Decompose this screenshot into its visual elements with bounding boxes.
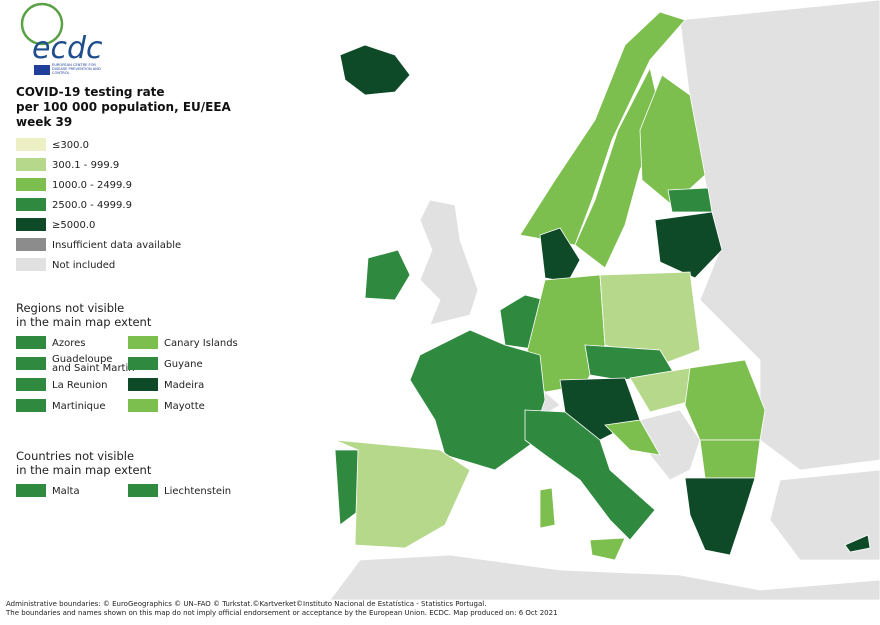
eu-flag bbox=[34, 65, 50, 75]
italy bbox=[524, 409, 656, 541]
land-grey bbox=[769, 469, 880, 561]
greece bbox=[684, 477, 756, 556]
section-title: Regions not visible bbox=[16, 301, 124, 315]
region-label: Madeira bbox=[164, 380, 204, 391]
legend-label: 2500.0 - 4999.9 bbox=[52, 200, 132, 211]
land-grey bbox=[329, 554, 880, 601]
title: COVID-19 testing rate bbox=[16, 85, 165, 99]
region-swatch bbox=[128, 336, 158, 349]
region-label: Mayotte bbox=[164, 401, 205, 412]
france bbox=[409, 329, 546, 471]
region-swatch bbox=[128, 378, 158, 391]
legend-label: ≤300.0 bbox=[52, 140, 89, 151]
region-label: Guyane bbox=[164, 359, 203, 370]
logo-globe bbox=[20, 2, 64, 46]
section-title: in the main map extent bbox=[16, 463, 152, 477]
region-swatch bbox=[128, 399, 158, 412]
region-label: Canary Islands bbox=[164, 338, 238, 349]
logo-subtitle: EUROPEAN CENTRE FOR DISEASE PREVENTION A… bbox=[52, 63, 101, 75]
legend-swatch bbox=[16, 198, 46, 211]
sardinia-sicily bbox=[539, 487, 626, 561]
region-label: Liechtenstein bbox=[164, 486, 231, 497]
region-swatch bbox=[16, 484, 46, 497]
spain bbox=[334, 439, 471, 549]
region-label: Martinique bbox=[52, 401, 106, 412]
finland bbox=[639, 74, 706, 206]
region-swatch bbox=[16, 336, 46, 349]
denmark bbox=[539, 227, 581, 283]
balkans bbox=[639, 409, 701, 481]
section-title: Countries not visible bbox=[16, 449, 134, 463]
region-label: La Reunion bbox=[52, 380, 107, 391]
legend-label: ≥5000.0 bbox=[52, 220, 95, 231]
latvia-lithuania bbox=[654, 211, 723, 279]
cyprus bbox=[844, 534, 871, 553]
logo: ecdc EUROPEAN CENTRE FOR DISEASE PREVENT… bbox=[20, 2, 103, 75]
legend-label: Insufficient data available bbox=[52, 240, 181, 251]
legend-swatch bbox=[16, 178, 46, 191]
legend-swatch bbox=[16, 258, 46, 271]
region-swatch bbox=[16, 399, 46, 412]
uk bbox=[419, 199, 479, 326]
legend-swatch bbox=[16, 138, 46, 151]
region-swatch bbox=[128, 484, 158, 497]
legend-swatch bbox=[16, 238, 46, 251]
legend-swatch bbox=[16, 218, 46, 231]
iceland bbox=[339, 44, 411, 96]
region-swatch bbox=[16, 378, 46, 391]
bulgaria bbox=[699, 439, 761, 479]
footer: The boundaries and names shown on this m… bbox=[5, 609, 558, 617]
map bbox=[329, 0, 880, 601]
ireland bbox=[364, 249, 411, 301]
title: per 100 000 population, EU/EEA bbox=[16, 100, 232, 114]
legend-label: Not included bbox=[52, 260, 115, 271]
region-label: Malta bbox=[52, 486, 80, 497]
norway bbox=[519, 11, 686, 246]
poland bbox=[599, 271, 701, 366]
romania bbox=[684, 359, 766, 441]
croatia bbox=[604, 419, 661, 456]
region-swatch bbox=[128, 357, 158, 370]
legend-label: 300.1 - 999.9 bbox=[52, 160, 119, 171]
legend-swatch bbox=[16, 158, 46, 171]
title: week 39 bbox=[16, 115, 72, 129]
estonia bbox=[667, 187, 713, 213]
region-swatch bbox=[16, 357, 46, 370]
region-label: Guadeloupe and Saint Martin bbox=[52, 354, 135, 374]
legend-label: 1000.0 - 2499.9 bbox=[52, 180, 132, 191]
section-title: in the main map extent bbox=[16, 315, 152, 329]
logo-subtitle-box: EUROPEAN CENTRE FOR DISEASE PREVENTION A… bbox=[52, 63, 101, 75]
logo-name: ecdc bbox=[32, 31, 103, 66]
region-label: Azores bbox=[52, 338, 85, 349]
footer: Administrative boundaries: © EuroGeograp… bbox=[6, 600, 486, 608]
